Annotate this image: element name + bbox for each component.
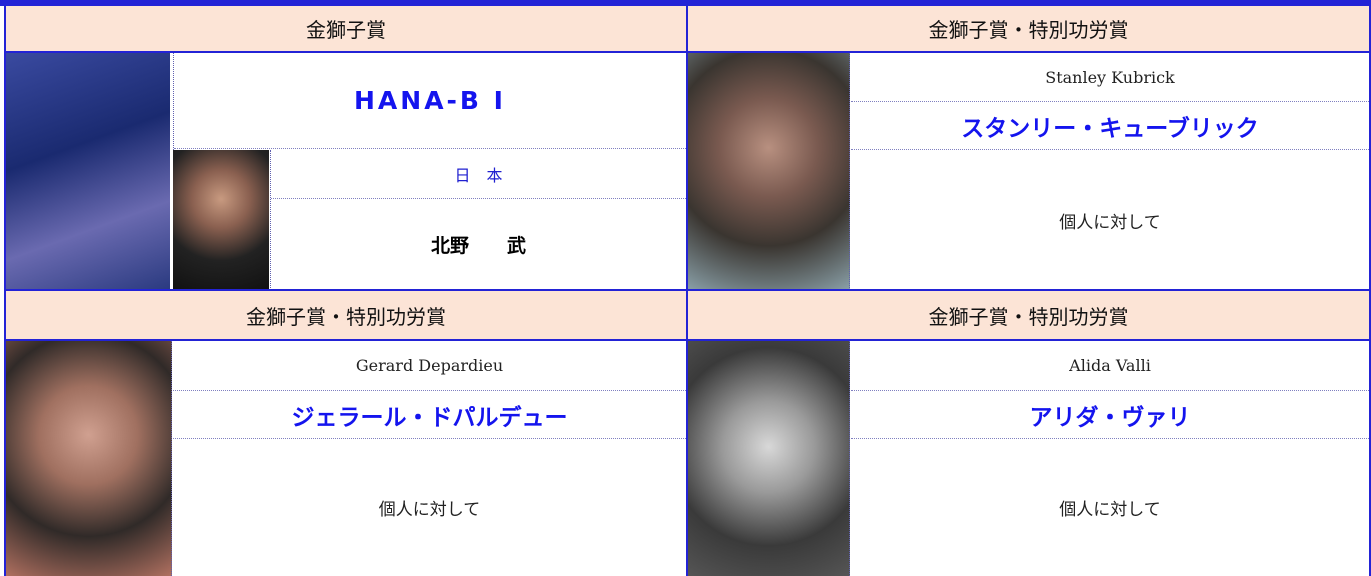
award-header: 金獅子賞: [4, 4, 688, 53]
award-header: 金獅子賞・特別功労賞: [686, 289, 1371, 341]
person-photo: [6, 341, 172, 576]
top-border: [0, 0, 1371, 6]
poster-image: [6, 53, 170, 290]
note: 個人に対して: [1059, 500, 1161, 520]
award-cell: [686, 51, 1371, 291]
award-header: 金獅子賞・特別功労賞: [4, 289, 688, 341]
name-ja: アリダ・ヴァリ: [851, 391, 1369, 439]
award-header: 金獅子賞・特別功労賞: [686, 4, 1371, 53]
person-photo: [688, 53, 850, 290]
award-cell: [686, 339, 1371, 576]
note: 個人に対して: [378, 500, 481, 520]
film-title: HANA-B I: [174, 53, 686, 149]
director-photo: [173, 150, 269, 290]
note: 個人に対して: [1059, 212, 1161, 233]
name-ja: ジェラール・ドパルデュー: [173, 391, 686, 439]
name-ja: スタンリー・キューブリック: [851, 102, 1369, 150]
divider: [270, 150, 271, 290]
director-name: 北野 武: [430, 235, 526, 257]
name-en: Alida Valli: [851, 341, 1369, 391]
name-en: Stanley Kubrick: [851, 53, 1369, 102]
country: 日 本: [271, 150, 686, 199]
person-photo: [688, 341, 850, 576]
name-en: Gerard Depardieu: [173, 341, 686, 391]
